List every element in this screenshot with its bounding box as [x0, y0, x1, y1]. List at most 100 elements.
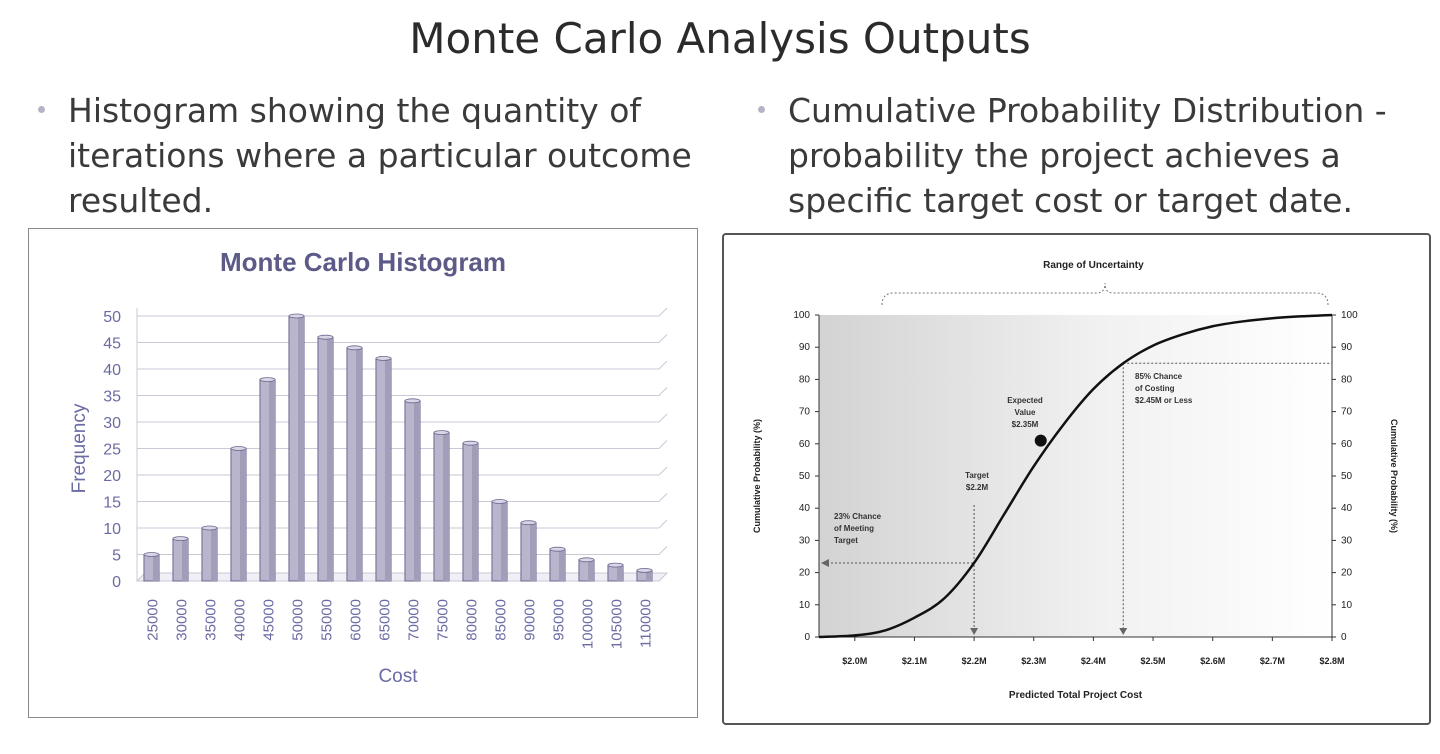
chance-costing-label: $2.45M or Less	[1135, 396, 1193, 405]
y-tick-label: 50	[103, 309, 121, 326]
x-tick-label: 55000	[319, 599, 336, 641]
slide-title: Monte Carlo Analysis Outputs	[409, 14, 1031, 63]
gridline-depth	[658, 387, 668, 396]
histogram-bar-top	[143, 552, 160, 557]
histogram-bar-shade	[385, 358, 392, 581]
histogram-bar-top	[230, 446, 247, 451]
histogram-bar-shade	[182, 538, 189, 581]
x-tick-label: $2.7M	[1260, 656, 1285, 666]
costing-arrow-icon	[1119, 628, 1128, 635]
expected-value-point	[1034, 434, 1047, 447]
y-tick-label: 10	[103, 521, 121, 538]
chart-title: Monte Carlo Histogram	[220, 247, 506, 277]
x-tick-label: $2.4M	[1081, 656, 1106, 666]
target-label: Target	[965, 471, 989, 480]
y-tick-label: 50	[799, 471, 811, 482]
x-axis-label: Predicted Total Project Cost	[1009, 690, 1143, 701]
histogram-bar-shade	[414, 400, 421, 581]
histogram-panel: Monte Carlo Histogram 0 5 10 15 20 25 30 35 40 45 5…	[28, 228, 698, 718]
x-tick-label: 95000	[551, 599, 568, 641]
histogram-bar-top	[520, 520, 537, 526]
chance-meeting-label: 23% Chance	[834, 512, 882, 521]
histogram-bar-top	[259, 377, 276, 383]
gridline-depth	[658, 440, 668, 449]
histogram-bar-shade	[240, 448, 247, 581]
y-tick-label-right: 100	[1341, 310, 1358, 321]
x-tick-label: 45000	[261, 599, 278, 641]
y-tick-label-right: 50	[1341, 471, 1353, 482]
x-tick-label: $2.0M	[842, 656, 867, 666]
target-arrow-icon	[970, 628, 979, 635]
y-tick-label: 5	[112, 548, 121, 565]
x-tick-label: 100000	[580, 599, 597, 649]
chance-meeting-label: of Meeting	[834, 524, 874, 533]
histogram-bar-shade	[472, 443, 479, 581]
histogram-bar-shade	[501, 501, 508, 581]
x-tick-label: 50000	[290, 599, 307, 641]
histogram-bar-top	[346, 345, 363, 351]
x-tick-label: 60000	[348, 599, 365, 641]
chance-meeting-label: Target	[834, 536, 858, 545]
histogram-bar-shade	[646, 570, 653, 581]
y-tick-label: 20	[799, 568, 811, 579]
x-tick-label: 65000	[377, 599, 394, 641]
meeting-arrow-icon	[821, 558, 829, 567]
x-tick-label: $2.6M	[1200, 656, 1225, 666]
histogram-bar-top	[549, 546, 566, 552]
x-tick-label: 105000	[609, 599, 626, 649]
y-tick-label: 35	[103, 389, 121, 406]
bullet-text: Cumulative Probability Distribution - pr…	[788, 91, 1387, 220]
histogram-bar-top	[462, 440, 479, 446]
histogram-bar-shade	[617, 565, 624, 581]
y-tick-label: 40	[799, 503, 811, 514]
bullet-cumulative: Cumulative Probability Distribution - pr…	[758, 88, 1428, 223]
histogram-bar-shade	[327, 337, 334, 581]
y-tick-label-right: 40	[1341, 503, 1353, 514]
x-tick-label: 80000	[464, 599, 481, 641]
expected-value-label: Expected	[1007, 396, 1043, 405]
histogram-bar-shade	[559, 549, 566, 581]
histogram-bar-top	[636, 567, 653, 573]
y-tick-label: 90	[799, 342, 811, 353]
y-tick-label: 60	[799, 439, 811, 450]
x-tick-label: 75000	[435, 599, 452, 641]
x-tick-label: 90000	[522, 599, 539, 641]
x-axis-label: Cost	[378, 666, 418, 687]
histogram-bar-top	[288, 313, 305, 319]
x-tick-label: 35000	[203, 599, 220, 641]
y-axis-label: Frequency	[69, 403, 90, 493]
expected-value-label: $2.35M	[1012, 420, 1039, 429]
chance-costing-label: of Costing	[1135, 384, 1175, 393]
gridline-depth	[658, 546, 668, 555]
y-tick-label: 100	[793, 310, 810, 321]
y-tick-label-right: 10	[1341, 600, 1353, 611]
y-tick-label-right: 60	[1341, 439, 1353, 450]
y-tick-label: 40	[103, 362, 121, 379]
y-tick-label-right: 0	[1341, 632, 1347, 643]
bullet-dot-icon	[758, 106, 765, 113]
x-tick-label: $2.1M	[902, 656, 927, 666]
x-tick-label: 70000	[406, 599, 423, 641]
histogram-bar-top	[172, 536, 189, 542]
x-tick-label: 25000	[145, 599, 162, 641]
x-tick-label: $2.5M	[1141, 656, 1166, 666]
bullet-histogram: Histogram showing the quantity of iterat…	[38, 88, 728, 223]
x-tick-label: $2.8M	[1319, 656, 1344, 666]
x-tick-label: 85000	[493, 599, 510, 641]
y-tick-label: 20	[103, 468, 121, 485]
gridline-depth	[658, 360, 668, 370]
histogram-bar-shade	[530, 522, 537, 581]
y-tick-label: 30	[799, 535, 811, 546]
y-tick-label: 15	[103, 495, 121, 512]
y-axis-label-right: Cumulative Probability (%)	[1389, 419, 1399, 533]
range-brace	[881, 282, 1329, 306]
histogram-bar-top	[578, 557, 595, 563]
plot-background	[819, 315, 1332, 637]
y-tick-label: 70	[799, 407, 811, 418]
histogram-bar-shade	[211, 528, 218, 581]
y-tick-label: 80	[799, 374, 811, 385]
gridline-depth	[658, 307, 668, 317]
y-tick-label-right: 90	[1341, 342, 1353, 353]
y-tick-label: 25	[103, 442, 121, 459]
x-tick-label: $2.2M	[962, 656, 987, 666]
